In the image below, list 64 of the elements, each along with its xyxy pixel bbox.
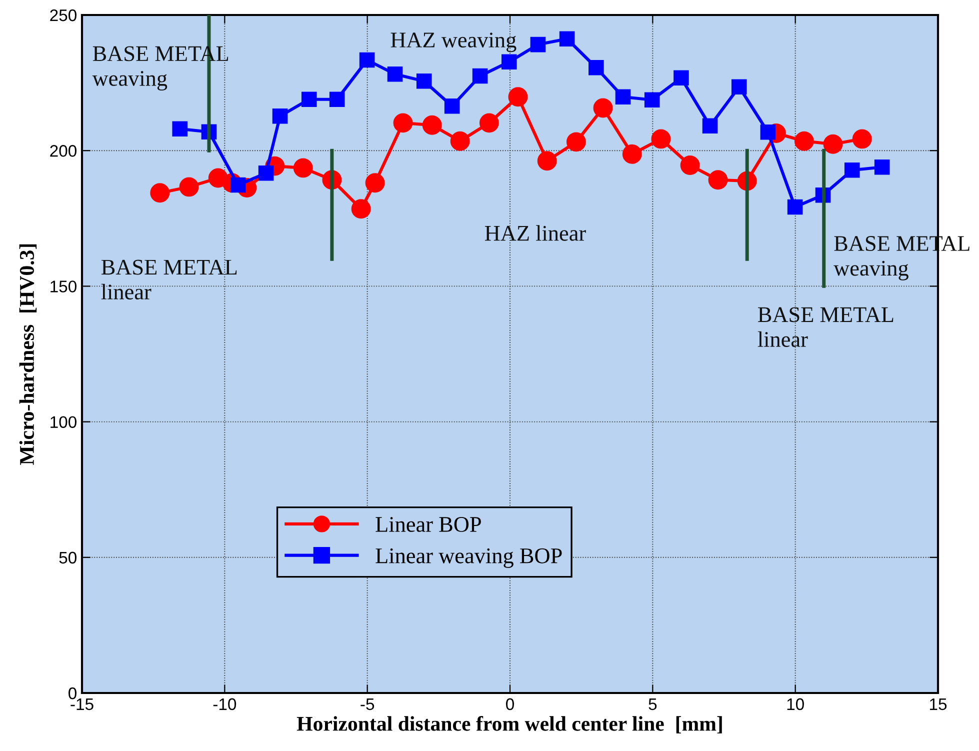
point bbox=[472, 68, 488, 84]
point bbox=[702, 118, 718, 134]
point bbox=[329, 92, 345, 107]
y-tick-label: 250 bbox=[50, 9, 76, 22]
x-tick-label: 5 bbox=[648, 698, 657, 710]
point bbox=[708, 170, 728, 190]
y-axis-title: Micro-hardness [HV0.3] bbox=[19, 244, 37, 465]
point bbox=[794, 131, 814, 151]
annotation: BASE METAL linear bbox=[758, 307, 894, 347]
point bbox=[450, 131, 470, 151]
point bbox=[502, 54, 517, 70]
point bbox=[258, 165, 274, 181]
y-tick-label: 100 bbox=[50, 416, 76, 428]
point bbox=[301, 92, 317, 107]
point bbox=[365, 173, 385, 193]
point bbox=[852, 129, 872, 149]
x-tick-label: 15 bbox=[930, 698, 947, 710]
point bbox=[644, 92, 660, 108]
x-tick-label: 10 bbox=[787, 698, 804, 710]
point bbox=[150, 183, 170, 203]
point bbox=[393, 113, 413, 133]
x-axis-title: Horizontal distance from weld center line [mm] bbox=[296, 716, 722, 734]
y-tick-label: 150 bbox=[50, 280, 76, 292]
point bbox=[559, 31, 575, 47]
legend-label: Linear BOP bbox=[376, 517, 481, 532]
point bbox=[760, 124, 776, 140]
point bbox=[444, 98, 460, 114]
x-tick-label: -10 bbox=[213, 698, 236, 710]
point bbox=[787, 199, 803, 215]
point bbox=[844, 162, 860, 178]
point bbox=[272, 108, 288, 124]
y-tick-label: 0 bbox=[68, 687, 76, 700]
point bbox=[416, 74, 432, 89]
point bbox=[508, 87, 528, 107]
legend-label: Linear weaving BOP bbox=[376, 548, 562, 568]
point bbox=[874, 160, 890, 175]
point bbox=[537, 151, 557, 171]
annotation: HAZ linear bbox=[484, 225, 586, 241]
point bbox=[530, 36, 546, 52]
y-tick-label: 50 bbox=[59, 552, 76, 564]
point bbox=[387, 66, 403, 82]
point bbox=[588, 60, 604, 76]
x-tick-label: 0 bbox=[506, 698, 514, 710]
x-tick-label: -5 bbox=[360, 698, 374, 710]
point bbox=[615, 89, 631, 105]
y-tick-label: 200 bbox=[50, 145, 76, 157]
x-tick-label: -15 bbox=[70, 698, 94, 710]
point bbox=[731, 79, 747, 95]
point bbox=[674, 70, 689, 86]
point bbox=[479, 113, 499, 133]
point bbox=[351, 199, 371, 219]
point bbox=[680, 156, 700, 175]
point bbox=[179, 177, 199, 197]
point bbox=[359, 52, 375, 68]
annotation: HAZ weaving bbox=[390, 32, 516, 52]
point bbox=[823, 134, 843, 154]
point bbox=[566, 132, 586, 152]
point bbox=[172, 121, 188, 137]
point bbox=[622, 144, 642, 164]
point bbox=[593, 98, 613, 118]
point bbox=[293, 158, 313, 178]
annotation: BASE METAL linear bbox=[101, 260, 237, 300]
point bbox=[422, 115, 442, 135]
point bbox=[651, 129, 671, 149]
